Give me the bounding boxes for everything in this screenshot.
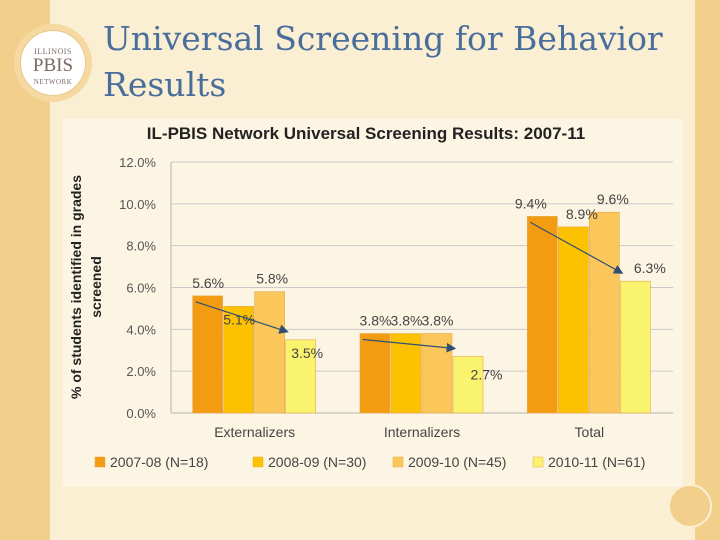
bar-2009-10-total (589, 211, 620, 414)
slide-title: Universal Screening for Behavior Results (103, 19, 663, 104)
data-label: 9.6% (597, 191, 629, 207)
data-label: 8.9% (566, 206, 598, 222)
bar-2008-09-externalizers (223, 306, 254, 414)
data-label: 5.8% (256, 271, 288, 287)
y-tick-label: 12.0% (119, 155, 156, 170)
data-label: 3.5% (291, 345, 323, 361)
chart-title: IL-PBIS Network Universal Screening Resu… (147, 124, 585, 143)
category-label: Externalizers (214, 424, 295, 440)
data-label: 9.4% (515, 195, 547, 211)
legend-swatch (94, 456, 106, 468)
trend-arrow (530, 221, 624, 274)
bar-2007-08-externalizers (192, 295, 223, 414)
legend-label: 2008-09 (N=30) (268, 454, 366, 470)
y-tick-label: 6.0% (126, 281, 156, 296)
bar-2007-08-total (527, 216, 558, 414)
data-label: 3.8% (360, 313, 392, 329)
y-tick-label: 2.0% (126, 364, 156, 379)
trend-arrow (195, 301, 289, 334)
data-label: 3.8% (422, 313, 454, 329)
data-label: 5.6% (192, 275, 224, 291)
chart-panel: IL-PBIS Network Universal Screening Resu… (63, 119, 683, 487)
y-tick-label: 10.0% (119, 197, 156, 212)
logo-text-bottom: NETWORK (33, 78, 73, 86)
legend-swatch (532, 456, 544, 468)
data-label: 6.3% (634, 260, 666, 276)
bar-2008-09-internalizers (390, 333, 422, 414)
legend-label: 2010-11 (N=61) (548, 454, 645, 470)
y-tick-label: 8.0% (126, 239, 156, 254)
bar-2010-11-externalizers (285, 339, 316, 414)
bar-2007-08-internalizers (359, 333, 391, 414)
right-border-band (695, 0, 720, 540)
bar-2010-11-total (620, 280, 651, 414)
y-axis-label-line2: screened (88, 256, 104, 317)
bar-2010-11-internalizers (452, 356, 484, 414)
data-label: 5.1% (223, 311, 255, 327)
logo-text-main: PBIS (32, 55, 74, 76)
category-label: Total (575, 424, 605, 440)
decorative-circle (668, 484, 712, 528)
y-tick-label: 4.0% (126, 322, 156, 337)
trend-arrow (362, 338, 457, 353)
legend-label: 2007-08 (N=18) (110, 454, 208, 470)
legend-swatch (252, 456, 264, 468)
category-label: Internalizers (384, 424, 460, 440)
bar-chart: IL-PBIS Network Universal Screening Resu… (68, 124, 673, 470)
legend-label: 2009-10 (N=45) (408, 454, 506, 470)
bar-2009-10-externalizers (254, 291, 285, 414)
data-label: 3.8% (391, 313, 423, 329)
logo-text-top: ILLINOIS (34, 47, 72, 56)
logo-seal: ILLINOIS PBIS NETWORK (20, 30, 86, 96)
data-label: 2.7% (471, 367, 503, 383)
y-tick-label: 0.0% (126, 406, 156, 421)
y-axis-label-line1: % of students identified in grades (68, 175, 84, 399)
legend-swatch (392, 456, 404, 468)
illinois-pbis-logo: ILLINOIS PBIS NETWORK (14, 24, 92, 102)
bar-2008-09-total (558, 226, 589, 414)
